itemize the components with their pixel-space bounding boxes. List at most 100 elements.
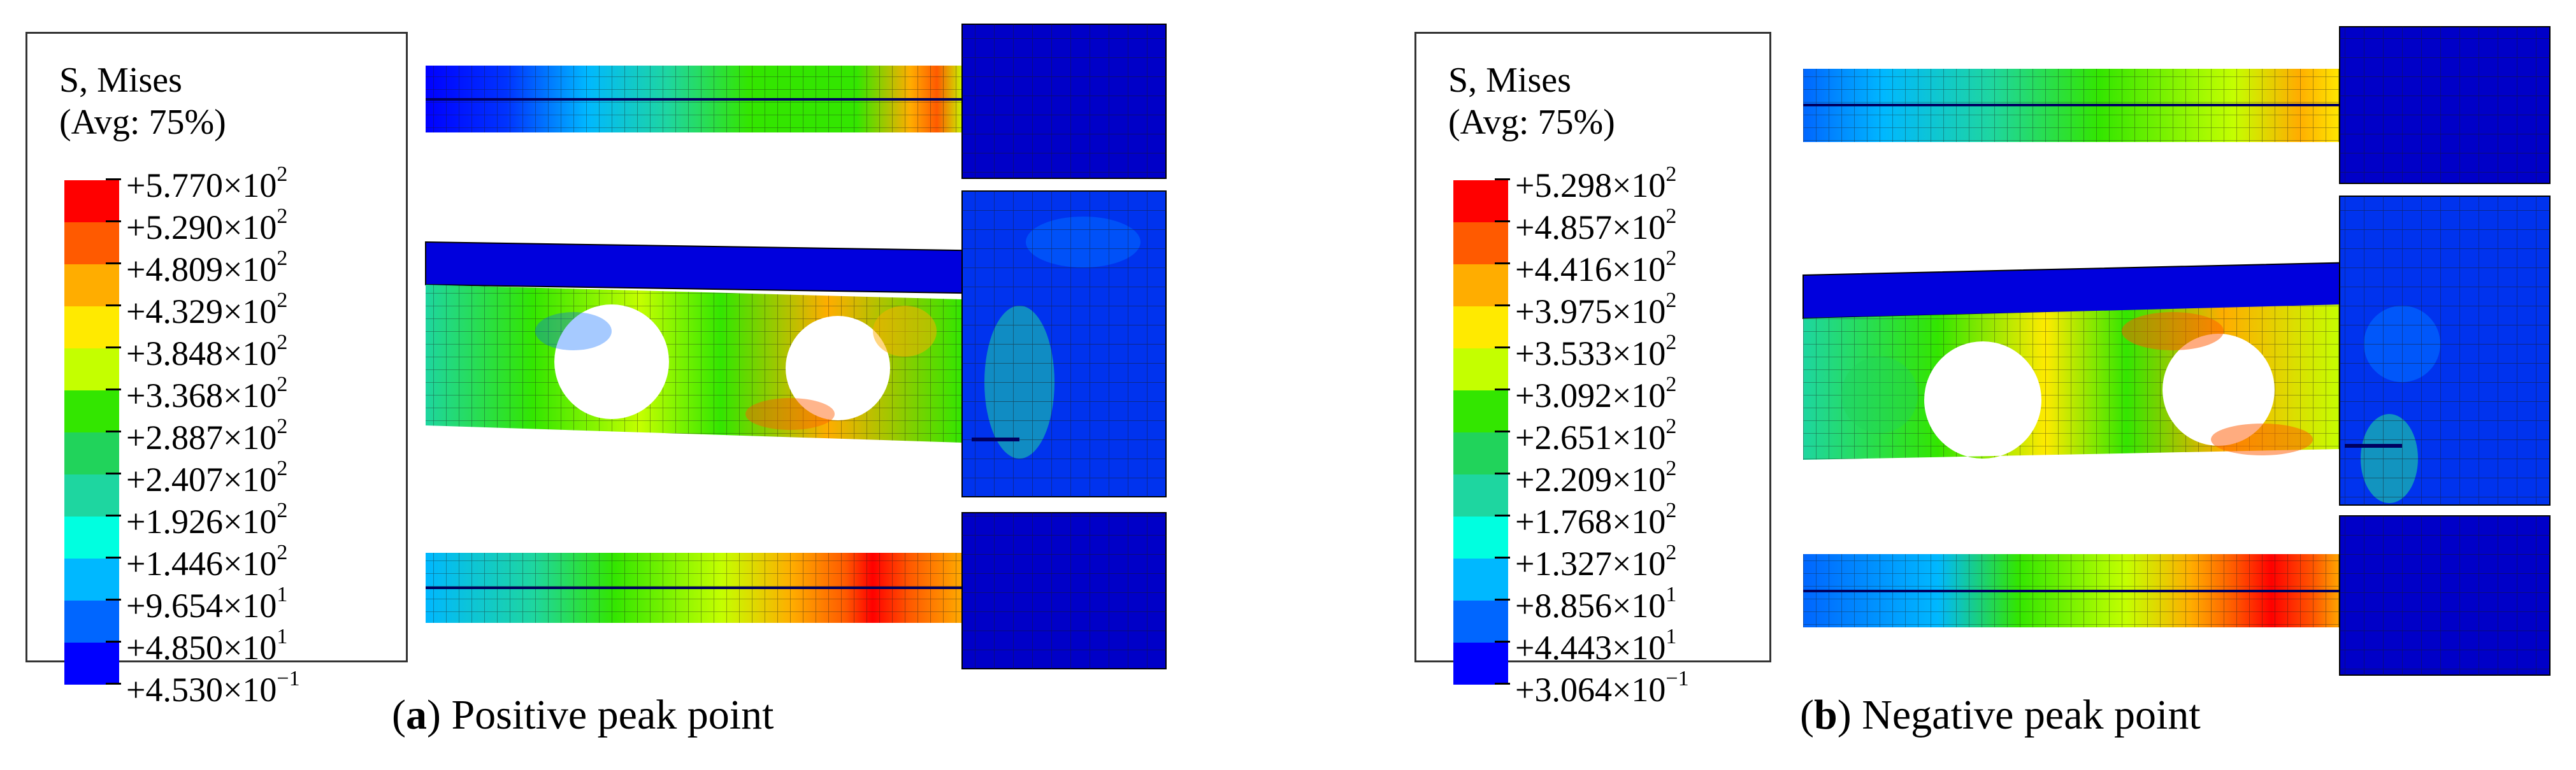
legend-value: +1.768×102 xyxy=(1495,494,1689,541)
legend-value: +1.926×102 xyxy=(106,494,300,541)
legend-value-exponent: 2 xyxy=(1666,331,1677,354)
legend-title: S, Mises (Avg: 75%) xyxy=(1448,59,1615,143)
legend-value-exponent: 2 xyxy=(1666,162,1677,186)
legend-value: +2.651×102 xyxy=(1495,410,1689,457)
legend-color-bar xyxy=(64,180,119,685)
legend-swatch xyxy=(1453,180,1508,222)
legend-value-exponent: 2 xyxy=(1666,541,1677,564)
fe-contour-plot-a xyxy=(425,24,1167,669)
legend-swatch xyxy=(64,264,119,306)
legend-value-exponent: 2 xyxy=(1666,204,1677,228)
legend-value-mantissa: +2.887×10 xyxy=(126,418,277,457)
legend-swatch xyxy=(1453,306,1508,348)
legend-swatch xyxy=(1453,348,1508,390)
legend-value-exponent: 2 xyxy=(1666,499,1677,522)
legend-tick xyxy=(1495,178,1510,180)
legend-swatch xyxy=(64,432,119,474)
legend-tick xyxy=(106,557,121,559)
legend-value-mantissa: +1.327×10 xyxy=(1515,545,1666,583)
legend-value-exponent: 2 xyxy=(277,499,288,522)
legend-tick xyxy=(106,346,121,348)
legend-value-mantissa: +4.443×10 xyxy=(1515,629,1666,667)
panel-a: S, Mises (Avg: 75%) +5.770×102 +5.290×102… xyxy=(25,24,1167,738)
legend-value: +4.329×102 xyxy=(106,283,300,331)
legend-value: +3.064×10−1 xyxy=(1495,662,1689,709)
legend-swatch xyxy=(1453,432,1508,474)
legend-value-mantissa: +1.446×10 xyxy=(126,545,277,583)
legend-value: +4.809×102 xyxy=(106,241,300,289)
legend-tick xyxy=(106,178,121,180)
legend-tick xyxy=(1495,641,1510,643)
legend-value-exponent: −1 xyxy=(277,667,300,690)
legend-value-mantissa: +3.368×10 xyxy=(126,376,277,415)
caption-text: Positive peak point xyxy=(440,692,774,738)
legend-value-mantissa: +3.092×10 xyxy=(1515,376,1666,415)
panel-b: S, Mises (Avg: 75%) +5.298×102 +4.857×102… xyxy=(1408,0,2576,770)
legend-tick xyxy=(106,515,121,517)
legend-tick xyxy=(1495,389,1510,390)
legend-value-mantissa: +4.857×10 xyxy=(1515,208,1666,246)
legend-value: +5.770×102 xyxy=(106,157,300,204)
legend-swatch xyxy=(64,601,119,643)
legend-tick xyxy=(106,304,121,306)
legend-value-exponent: 2 xyxy=(1666,289,1677,312)
legend-swatch xyxy=(1453,474,1508,517)
legend-value: +4.443×101 xyxy=(1495,620,1689,667)
legend-value-mantissa: +4.416×10 xyxy=(1515,250,1666,289)
legend-tick xyxy=(106,220,121,222)
legend-tick xyxy=(1495,304,1510,306)
legend-value: +4.850×101 xyxy=(106,620,300,667)
legend-value-exponent: 2 xyxy=(277,457,288,480)
legend-value-mantissa: +5.298×10 xyxy=(1515,166,1666,204)
legend-value-exponent: 2 xyxy=(277,246,288,270)
legend-box: S, Mises (Avg: 75%) +5.298×102 +4.857×102… xyxy=(1414,32,1771,709)
legend-value: +9.654×101 xyxy=(106,578,300,625)
caption-a: (a) Positive peak point xyxy=(392,692,774,738)
legend-tick xyxy=(1495,346,1510,348)
legend-value-mantissa: +4.329×10 xyxy=(126,292,277,331)
legend-swatch xyxy=(1453,601,1508,643)
legend-value-exponent: 2 xyxy=(277,541,288,564)
legend-labels: +5.770×102 +5.290×102 +4.809×102 +4.329×102… xyxy=(106,157,300,709)
legend-swatch xyxy=(64,180,119,222)
legend-swatch xyxy=(64,348,119,390)
legend-tick xyxy=(1495,431,1510,432)
legend-value: +8.856×101 xyxy=(1495,578,1689,625)
legend-value: +5.298×102 xyxy=(1495,157,1689,204)
legend-value-mantissa: +5.770×10 xyxy=(126,166,277,204)
legend-swatch xyxy=(64,306,119,348)
legend-swatch xyxy=(64,643,119,685)
caption-letter: b xyxy=(1813,692,1838,738)
legend-tick xyxy=(1495,683,1510,685)
legend-value: +3.975×102 xyxy=(1495,283,1689,331)
legend-swatch xyxy=(1453,390,1508,432)
legend-labels: +5.298×102 +4.857×102 +4.416×102 +3.975×102… xyxy=(1495,157,1689,709)
legend-value-exponent: 2 xyxy=(1666,415,1677,438)
legend-value-exponent: 2 xyxy=(277,289,288,312)
legend-value-exponent: 1 xyxy=(1666,583,1677,606)
legend-value: +2.887×102 xyxy=(106,410,300,457)
legend-value-exponent: 1 xyxy=(277,625,288,648)
legend-value: +4.416×102 xyxy=(1495,241,1689,289)
legend-value: +2.209×102 xyxy=(1495,452,1689,499)
legend-value: +5.290×102 xyxy=(106,199,300,246)
legend-value-mantissa: +5.290×10 xyxy=(126,208,277,246)
legend-subtitle: (Avg: 75%) xyxy=(1448,103,1615,142)
legend-value-mantissa: +4.530×10 xyxy=(126,671,277,709)
legend-value-exponent: 2 xyxy=(277,331,288,354)
legend-value-exponent: 1 xyxy=(1666,625,1677,648)
legend-tick xyxy=(1495,515,1510,517)
legend-value-exponent: 2 xyxy=(1666,246,1677,270)
legend-value-mantissa: +2.651×10 xyxy=(1515,418,1666,457)
legend-box: S, Mises (Avg: 75%) +5.770×102 +5.290×102… xyxy=(25,32,408,709)
legend-value: +1.327×102 xyxy=(1495,536,1689,583)
legend-value-mantissa: +1.768×10 xyxy=(1515,503,1666,541)
caption-letter: a xyxy=(405,692,427,738)
caption-b: (b) Negative peak point xyxy=(1800,692,2201,738)
legend-value-exponent: 2 xyxy=(277,162,288,186)
legend-title: S, Mises (Avg: 75%) xyxy=(59,59,226,143)
legend-tick xyxy=(106,599,121,601)
legend-swatch xyxy=(1453,222,1508,264)
legend-value-mantissa: +3.848×10 xyxy=(126,334,277,373)
legend-value-exponent: 2 xyxy=(277,373,288,396)
